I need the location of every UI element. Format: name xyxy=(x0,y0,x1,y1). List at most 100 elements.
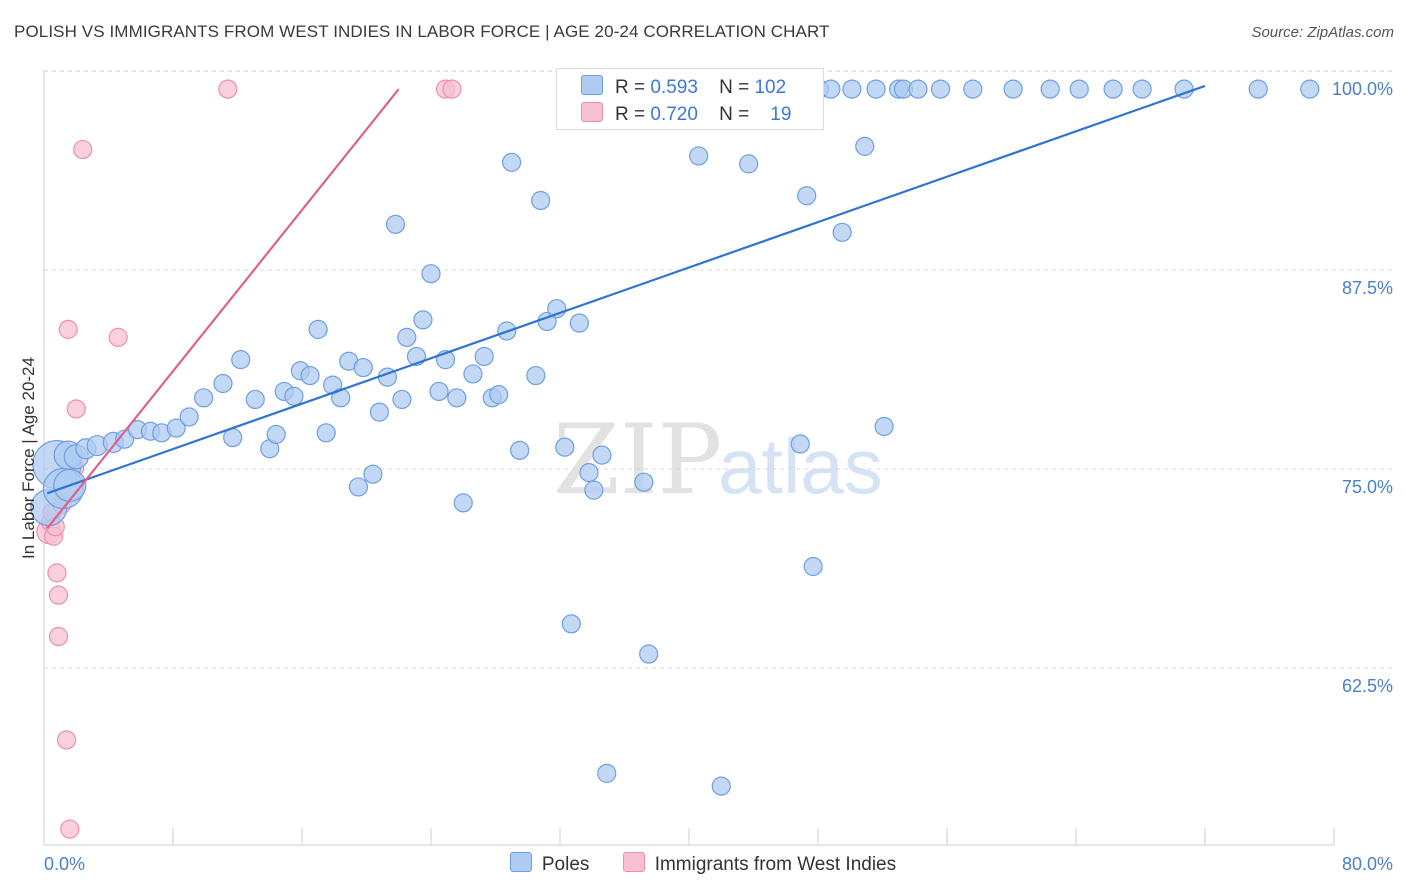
data-point-poles xyxy=(429,381,449,402)
source-credit: Source: ZipAtlas.com xyxy=(1251,24,1394,41)
legend-label-west-indies: Immigrants from West Indies xyxy=(654,854,897,875)
data-point-poles xyxy=(363,464,383,484)
data-point-poles xyxy=(194,388,214,408)
data-point-poles xyxy=(245,389,265,410)
data-point-poles xyxy=(421,264,441,284)
data-point-poles xyxy=(397,327,417,347)
legend-swatch-west-indies xyxy=(581,102,603,122)
data-point-poles xyxy=(284,386,304,406)
data-point-poles xyxy=(385,214,406,234)
data-point-poles xyxy=(453,493,473,513)
data-point-west-indies xyxy=(66,399,86,419)
data-point-poles xyxy=(308,319,328,339)
data-point-poles xyxy=(531,190,551,211)
data-point-poles xyxy=(369,402,389,422)
data-point-west-indies xyxy=(442,79,462,99)
y-tick-label: 100.0% xyxy=(1332,79,1393,99)
data-point-west-indies xyxy=(218,79,238,99)
legend-r-label: R = xyxy=(615,77,646,98)
data-point-poles xyxy=(639,644,659,664)
data-point-poles xyxy=(739,154,759,174)
data-point-poles xyxy=(213,373,233,394)
legend-n-label: N = xyxy=(719,77,750,98)
legend-n-value-west-indies: 19 xyxy=(770,104,792,125)
legend-r-label: R = xyxy=(615,104,646,125)
chart-title: POLISH VS IMMIGRANTS FROM WEST INDIES IN… xyxy=(14,22,830,41)
legend-row-west-indies: R = 0.720 N = 19 xyxy=(581,102,791,126)
data-point-poles xyxy=(842,79,862,99)
series-west-indies xyxy=(36,79,462,839)
data-point-poles xyxy=(790,434,810,454)
data-point-poles xyxy=(331,388,351,408)
legend-swatch-west-indies xyxy=(622,852,645,872)
data-point-poles xyxy=(597,763,617,783)
data-point-west-indies xyxy=(73,139,93,160)
data-point-poles xyxy=(413,310,433,330)
data-point-poles xyxy=(584,480,604,500)
data-point-west-indies xyxy=(48,626,69,647)
data-point-poles xyxy=(555,437,575,457)
data-point-poles xyxy=(711,776,731,796)
data-point-poles xyxy=(866,79,886,99)
data-point-poles xyxy=(797,186,817,206)
legend-r-value-west-indies: 0.720 xyxy=(650,104,698,125)
data-point-poles xyxy=(1040,79,1060,99)
data-point-poles xyxy=(1132,79,1152,99)
data-point-poles xyxy=(231,350,251,370)
data-point-poles xyxy=(908,79,928,99)
data-point-poles xyxy=(526,365,546,386)
data-point-west-indies xyxy=(108,327,128,347)
x-tick-label-max: 80.0% xyxy=(1342,854,1393,874)
legend-swatch-poles xyxy=(509,852,532,872)
data-point-poles xyxy=(569,313,589,333)
data-point-poles xyxy=(1069,79,1089,99)
data-point-poles xyxy=(300,365,320,386)
data-point-poles xyxy=(392,389,412,410)
series-legend: Poles Immigrants from West Indies xyxy=(0,852,1406,876)
legend-n-label: N = xyxy=(719,104,750,125)
y-tick-label: 75.0% xyxy=(1342,477,1393,497)
data-point-west-indies xyxy=(48,585,69,605)
legend-r-value-poles: 0.593 xyxy=(650,77,698,98)
data-point-poles xyxy=(821,79,841,99)
legend-label-poles: Poles xyxy=(541,854,590,875)
data-point-poles xyxy=(474,346,494,367)
data-point-west-indies xyxy=(58,319,78,339)
correlation-legend: R = 0.593 N = 102 R = 0.720 N = 19 xyxy=(556,68,824,130)
data-point-west-indies xyxy=(47,563,67,583)
data-point-poles xyxy=(489,385,509,405)
data-point-poles xyxy=(561,614,581,634)
legend-swatch-poles xyxy=(581,75,603,95)
x-ticks xyxy=(172,828,1335,845)
x-tick-label-min: 0.0% xyxy=(44,854,85,874)
trend-line-poles xyxy=(46,84,1206,495)
data-point-poles xyxy=(179,407,199,427)
trend-lines xyxy=(46,84,1206,530)
data-point-poles xyxy=(353,357,373,378)
data-point-poles xyxy=(592,445,612,465)
y-tick-label: 62.5% xyxy=(1342,676,1393,696)
legend-row-poles: R = 0.593 N = 102 xyxy=(581,75,786,99)
data-point-poles xyxy=(502,152,522,172)
data-point-poles xyxy=(1103,79,1123,99)
data-point-poles xyxy=(447,388,467,408)
legend-item-poles: Poles xyxy=(509,852,590,876)
data-point-west-indies xyxy=(60,819,80,839)
data-point-poles xyxy=(579,463,599,483)
data-point-poles xyxy=(930,79,951,99)
legend-n-value-poles: 102 xyxy=(754,77,787,98)
data-point-poles xyxy=(1300,79,1320,99)
data-point-poles xyxy=(1248,79,1268,99)
y-tick-label: 87.5% xyxy=(1342,278,1393,298)
data-point-poles xyxy=(803,556,823,577)
data-point-poles xyxy=(855,136,875,156)
data-point-poles xyxy=(1003,79,1023,99)
data-point-poles xyxy=(689,146,709,166)
data-point-poles xyxy=(316,423,336,443)
watermark-zip: ZIP xyxy=(553,404,722,516)
data-point-poles xyxy=(963,79,983,99)
data-point-poles xyxy=(874,416,894,437)
trend-line-west-indies xyxy=(46,88,400,530)
y-tick-labels: 62.5% 75.0% 87.5% 100.0% xyxy=(1332,79,1393,696)
data-point-poles xyxy=(266,424,286,445)
